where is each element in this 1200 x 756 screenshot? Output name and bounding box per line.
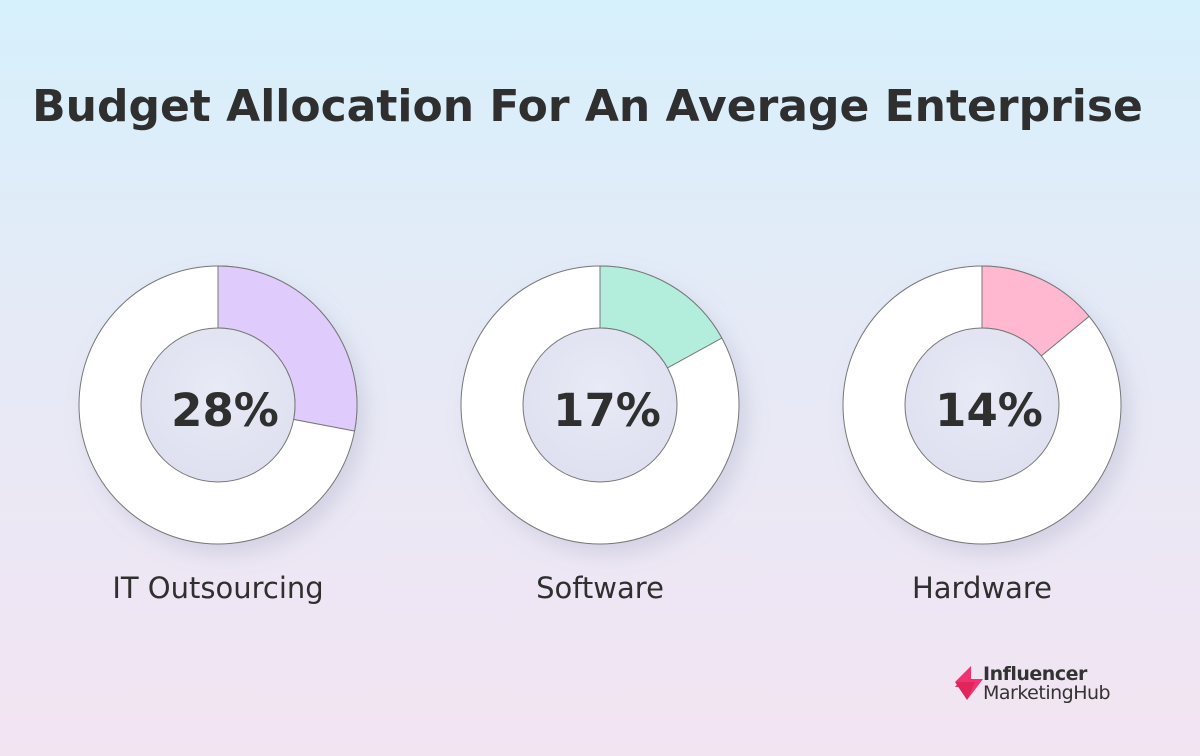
logo-text-line1: Influencer	[983, 663, 1087, 685]
chart-title: Budget Allocation For An Average Enterpr…	[32, 81, 1143, 132]
donut-hole	[522, 327, 678, 483]
donut-it-outsourcing: 28% IT Outsourcing	[78, 265, 358, 605]
value-label: 14%	[935, 384, 1043, 437]
donut-hole	[904, 327, 1060, 483]
value-label: 28%	[171, 384, 279, 437]
donut-hardware: 14% Hardware	[842, 265, 1122, 605]
category-label: Software	[536, 571, 664, 605]
donut-hole	[140, 327, 296, 483]
influencer-marketing-hub-logo	[955, 666, 983, 700]
category-label: IT Outsourcing	[112, 571, 323, 605]
logo-text-line2: MarketingHub	[983, 682, 1111, 704]
category-label: Hardware	[912, 571, 1052, 605]
donut-software: 17% Software	[460, 265, 740, 605]
value-label: 17%	[553, 384, 661, 437]
